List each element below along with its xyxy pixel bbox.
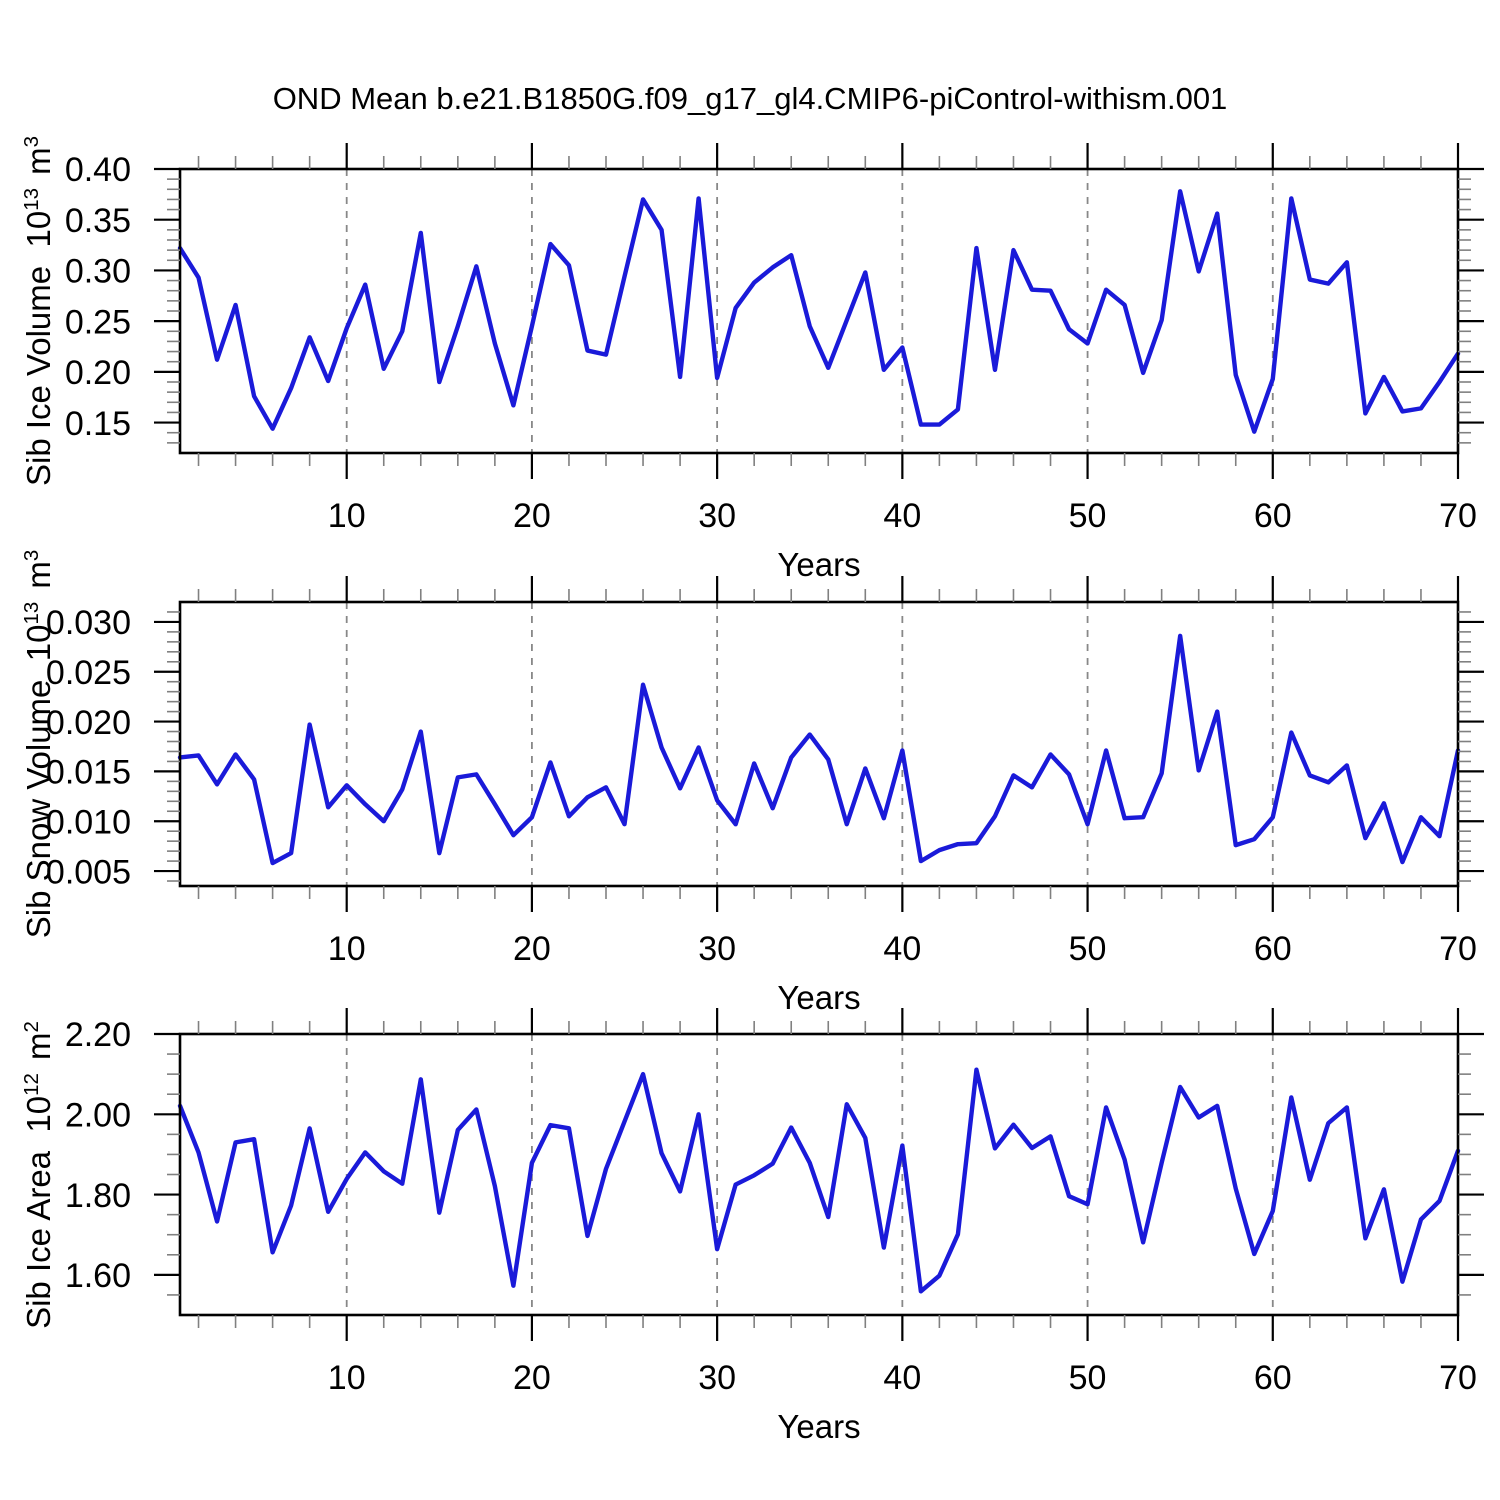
x-tick-label: 30	[698, 1359, 736, 1397]
panel-0-tick-labels: 0.15 0.20 0.25 0.30 0.35 0.40 10 20 30 40 50 60 70	[65, 151, 1477, 535]
y-tick-label: 0.15	[65, 405, 131, 443]
x-tick-label: 10	[328, 497, 366, 535]
panel-1-tick-labels: 0.005 0.010 0.015 0.020 0.025 0.030 10 20 30 40 50…	[46, 604, 1477, 968]
panel-2: 1.60 1.80 2.00 2.20 10 20 30 40 50 60 70	[65, 1008, 1484, 1397]
y-axis-unit-exponent: 13	[20, 601, 43, 625]
y-tick-label: 0.35	[65, 202, 131, 240]
y-tick-label: 0.010	[46, 803, 131, 841]
y-tick-label: 0.005	[46, 853, 131, 891]
y-axis-unit-exponent: 13	[20, 188, 43, 211]
y-tick-label: 1.60	[65, 1257, 131, 1295]
x-tick-label: 30	[698, 497, 736, 535]
plot-frame	[178, 1032, 1460, 1317]
series-line	[177, 189, 1461, 434]
x-axis-title-panel3: Years	[777, 1408, 861, 1445]
y-tick-label: 0.025	[46, 654, 131, 692]
x-tick-label: 70	[1439, 1359, 1477, 1397]
y-axis-unit: m	[20, 561, 57, 589]
y-axis-unit-exponent: 12	[20, 1073, 43, 1096]
y-tick-label: 0.40	[65, 151, 131, 189]
x-tick-label: 60	[1254, 930, 1292, 968]
x-tick-label: 30	[698, 930, 736, 968]
y-tick-label: 0.020	[46, 704, 131, 742]
series-line	[177, 1067, 1461, 1294]
y-axis-unit-base: 10	[20, 210, 57, 248]
y-axis-title-text: Sib Ice Area	[20, 1150, 57, 1329]
y-axis-title-text: Sib Snow Volume	[20, 679, 57, 939]
x-tick-label: 40	[883, 497, 921, 535]
x-tick-label: 10	[328, 1359, 366, 1397]
x-tick-label: 70	[1439, 497, 1477, 535]
y-axis-title-snow-volume: Sib Snow Volume 1013 m3	[20, 550, 58, 939]
series-line	[177, 633, 1461, 866]
panel-1-ticks	[154, 576, 1484, 912]
y-axis-unit-base: 10	[20, 624, 57, 662]
y-axis-unit2-exponent: 2	[20, 1021, 43, 1033]
x-tick-label: 60	[1254, 497, 1292, 535]
x-tick-label: 50	[1069, 930, 1107, 968]
y-axis-title-ice-area: Sib Ice Area 1012 m2	[20, 1021, 58, 1329]
y-tick-label: 0.20	[65, 354, 131, 392]
panel-2-gridlines	[345, 1034, 1274, 1315]
x-tick-label: 40	[883, 930, 921, 968]
y-axis-title-text: Sib Ice Volume	[20, 265, 57, 486]
figure-title: OND Mean b.e21.B1850G.f09_g17_gl4.CMIP6-…	[272, 81, 1228, 116]
panel-1-gridlines	[345, 602, 1274, 886]
panel-0: 0.15 0.20 0.25 0.30 0.35 0.40 10 20 30 40 50 60 70	[65, 143, 1484, 535]
y-axis-title-ice-volume: Sib Ice Volume 1013 m3	[20, 136, 58, 486]
plot-frame	[178, 600, 1460, 888]
panel-1: 0.005 0.010 0.015 0.020 0.025 0.030 10 20 30 40 50…	[46, 576, 1484, 968]
y-tick-label: 0.30	[65, 253, 131, 291]
x-tick-label: 20	[513, 497, 551, 535]
panel-0-ticks	[154, 143, 1484, 479]
panel-0-gridlines	[345, 169, 1274, 453]
x-tick-label: 60	[1254, 1359, 1292, 1397]
y-tick-label: 2.00	[65, 1097, 131, 1135]
x-tick-label: 50	[1069, 497, 1107, 535]
y-axis-unit-base: 10	[20, 1095, 57, 1133]
x-tick-label: 10	[328, 930, 366, 968]
x-tick-label: 20	[513, 1359, 551, 1397]
x-tick-label: 50	[1069, 1359, 1107, 1397]
y-axis-unit: m	[20, 147, 57, 175]
x-axis-title-panel1: Years	[777, 546, 861, 583]
y-axis-unit2-exponent: 3	[20, 136, 43, 148]
panel-2-tick-labels: 1.60 1.80 2.00 2.20 10 20 30 40 50 60 70	[65, 1016, 1477, 1397]
y-tick-label: 2.20	[65, 1016, 131, 1054]
x-axis-title-panel2: Years	[777, 979, 861, 1016]
x-tick-label: 40	[883, 1359, 921, 1397]
y-tick-label: 1.80	[65, 1177, 131, 1215]
y-tick-label: 0.25	[65, 303, 131, 341]
y-tick-label: 0.030	[46, 604, 131, 642]
x-tick-label: 20	[513, 930, 551, 968]
y-tick-label: 0.015	[46, 754, 131, 792]
panel-2-ticks	[154, 1008, 1484, 1341]
y-axis-unit2-exponent: 3	[20, 549, 43, 562]
x-tick-label: 70	[1439, 930, 1477, 968]
y-axis-unit: m	[20, 1032, 57, 1060]
